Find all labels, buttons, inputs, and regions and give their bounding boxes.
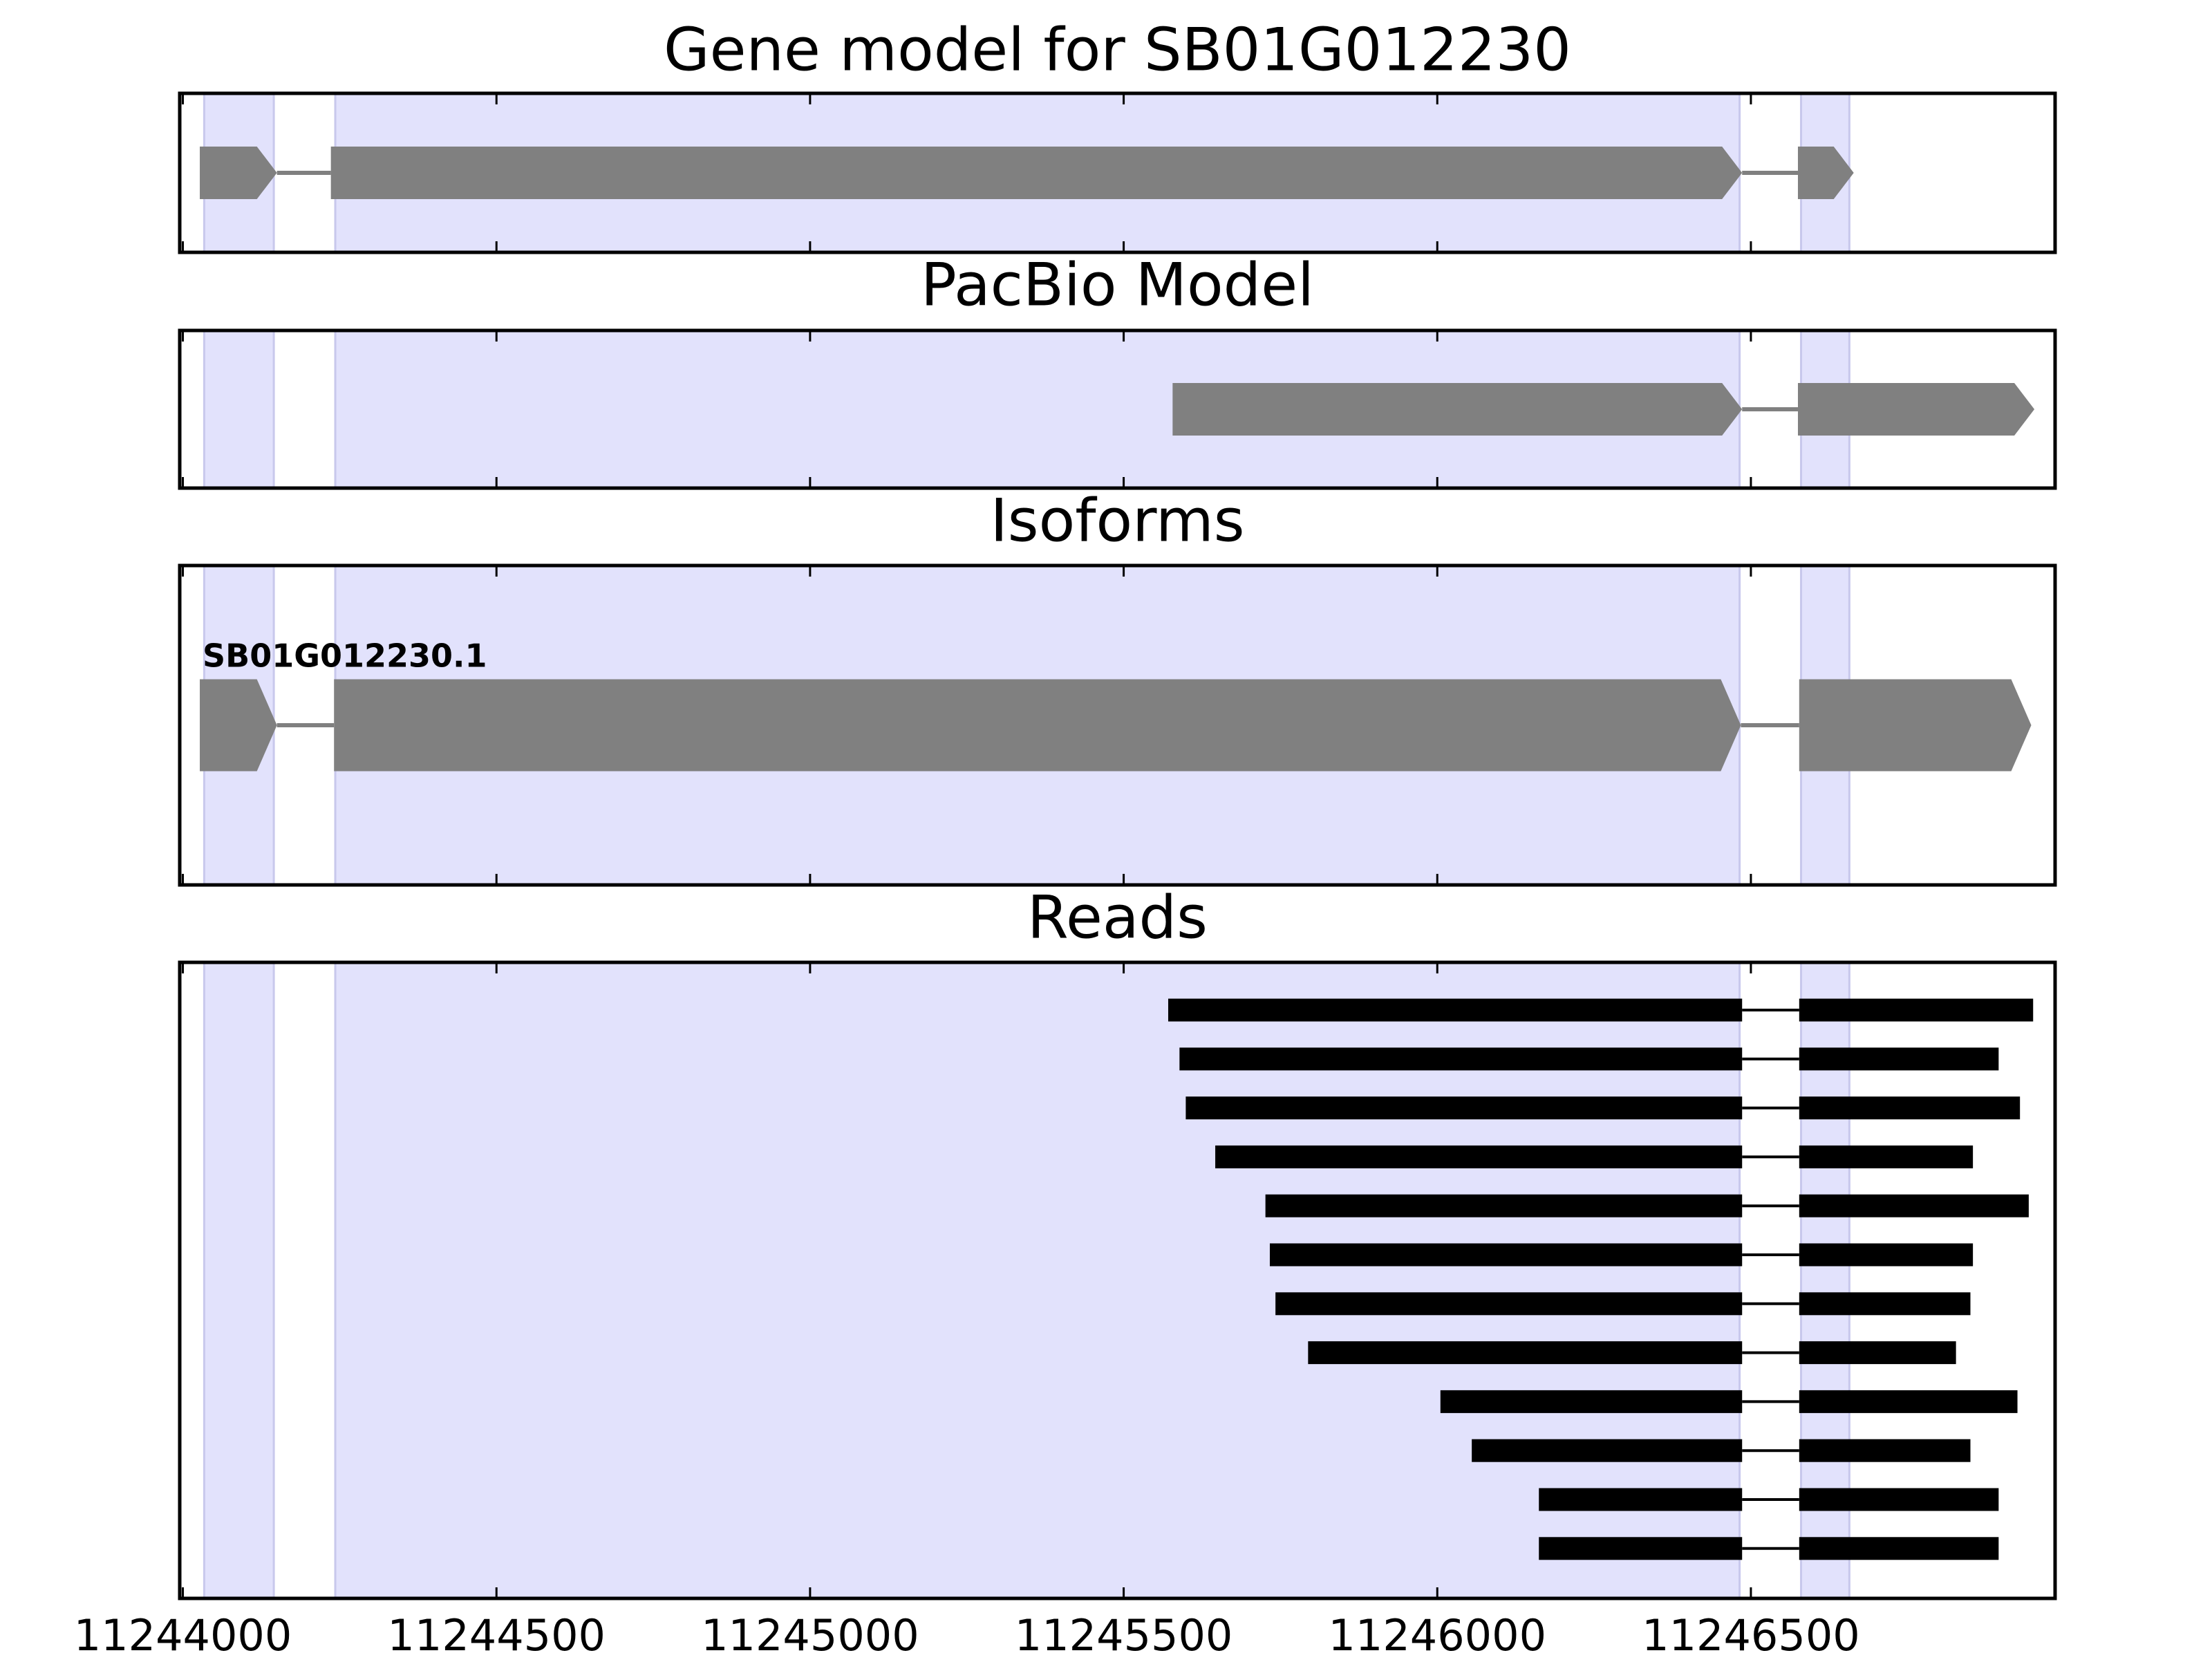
panel-frame xyxy=(178,91,2057,254)
panel-frame xyxy=(178,960,2057,1600)
read-block xyxy=(1472,1439,1743,1462)
read-block xyxy=(1265,1194,1743,1217)
read-block xyxy=(1215,1145,1743,1168)
panel-frame xyxy=(178,328,2057,490)
exon xyxy=(1797,147,1854,199)
exon-highlight xyxy=(203,961,275,1600)
read-block xyxy=(1799,1292,1971,1316)
read-block xyxy=(1440,1390,1743,1413)
x-tick-label: 11244500 xyxy=(387,1610,606,1659)
x-tick-label: 11246000 xyxy=(1328,1610,1546,1659)
read-block xyxy=(1539,1488,1743,1511)
exon xyxy=(330,147,1743,199)
read-block xyxy=(1799,1390,2018,1413)
exon xyxy=(1172,383,1743,436)
read-block xyxy=(1275,1292,1743,1316)
exon xyxy=(1799,679,2032,772)
panel-title: Reads xyxy=(1027,883,1208,952)
read-block xyxy=(1179,1047,1743,1071)
x-tick-label: 11244000 xyxy=(74,1610,292,1659)
panel-frame xyxy=(178,563,2057,887)
exon xyxy=(200,147,277,199)
exon-highlight xyxy=(203,329,275,489)
read-block xyxy=(1799,1341,1956,1365)
panel-title: Gene model for SB01G012230 xyxy=(664,15,1571,84)
read-block xyxy=(1539,1537,1743,1560)
panel-title: PacBio Model xyxy=(921,250,1314,319)
read-block xyxy=(1799,1488,1999,1511)
read-block xyxy=(1799,1096,2021,1120)
exon xyxy=(334,679,1741,772)
read-block xyxy=(1168,998,1743,1022)
read-block xyxy=(1799,1243,1974,1267)
read-block xyxy=(1269,1243,1743,1267)
read-block xyxy=(1799,1194,2029,1217)
read-block xyxy=(1185,1096,1743,1120)
exon xyxy=(1797,383,2035,436)
x-tick-label: 11245500 xyxy=(1015,1610,1233,1659)
panel-title: Isoforms xyxy=(990,486,1244,555)
x-tick-label: 11245000 xyxy=(701,1610,919,1659)
read-block xyxy=(1308,1341,1743,1365)
isoform-label: SB01G012230.1 xyxy=(203,637,487,675)
read-block xyxy=(1799,1145,1974,1168)
read-block xyxy=(1799,998,2034,1022)
exon xyxy=(200,679,277,772)
read-block xyxy=(1799,1439,1971,1462)
read-block xyxy=(1799,1047,1999,1071)
read-block xyxy=(1799,1537,1999,1560)
x-tick-label: 11246500 xyxy=(1642,1610,1860,1659)
